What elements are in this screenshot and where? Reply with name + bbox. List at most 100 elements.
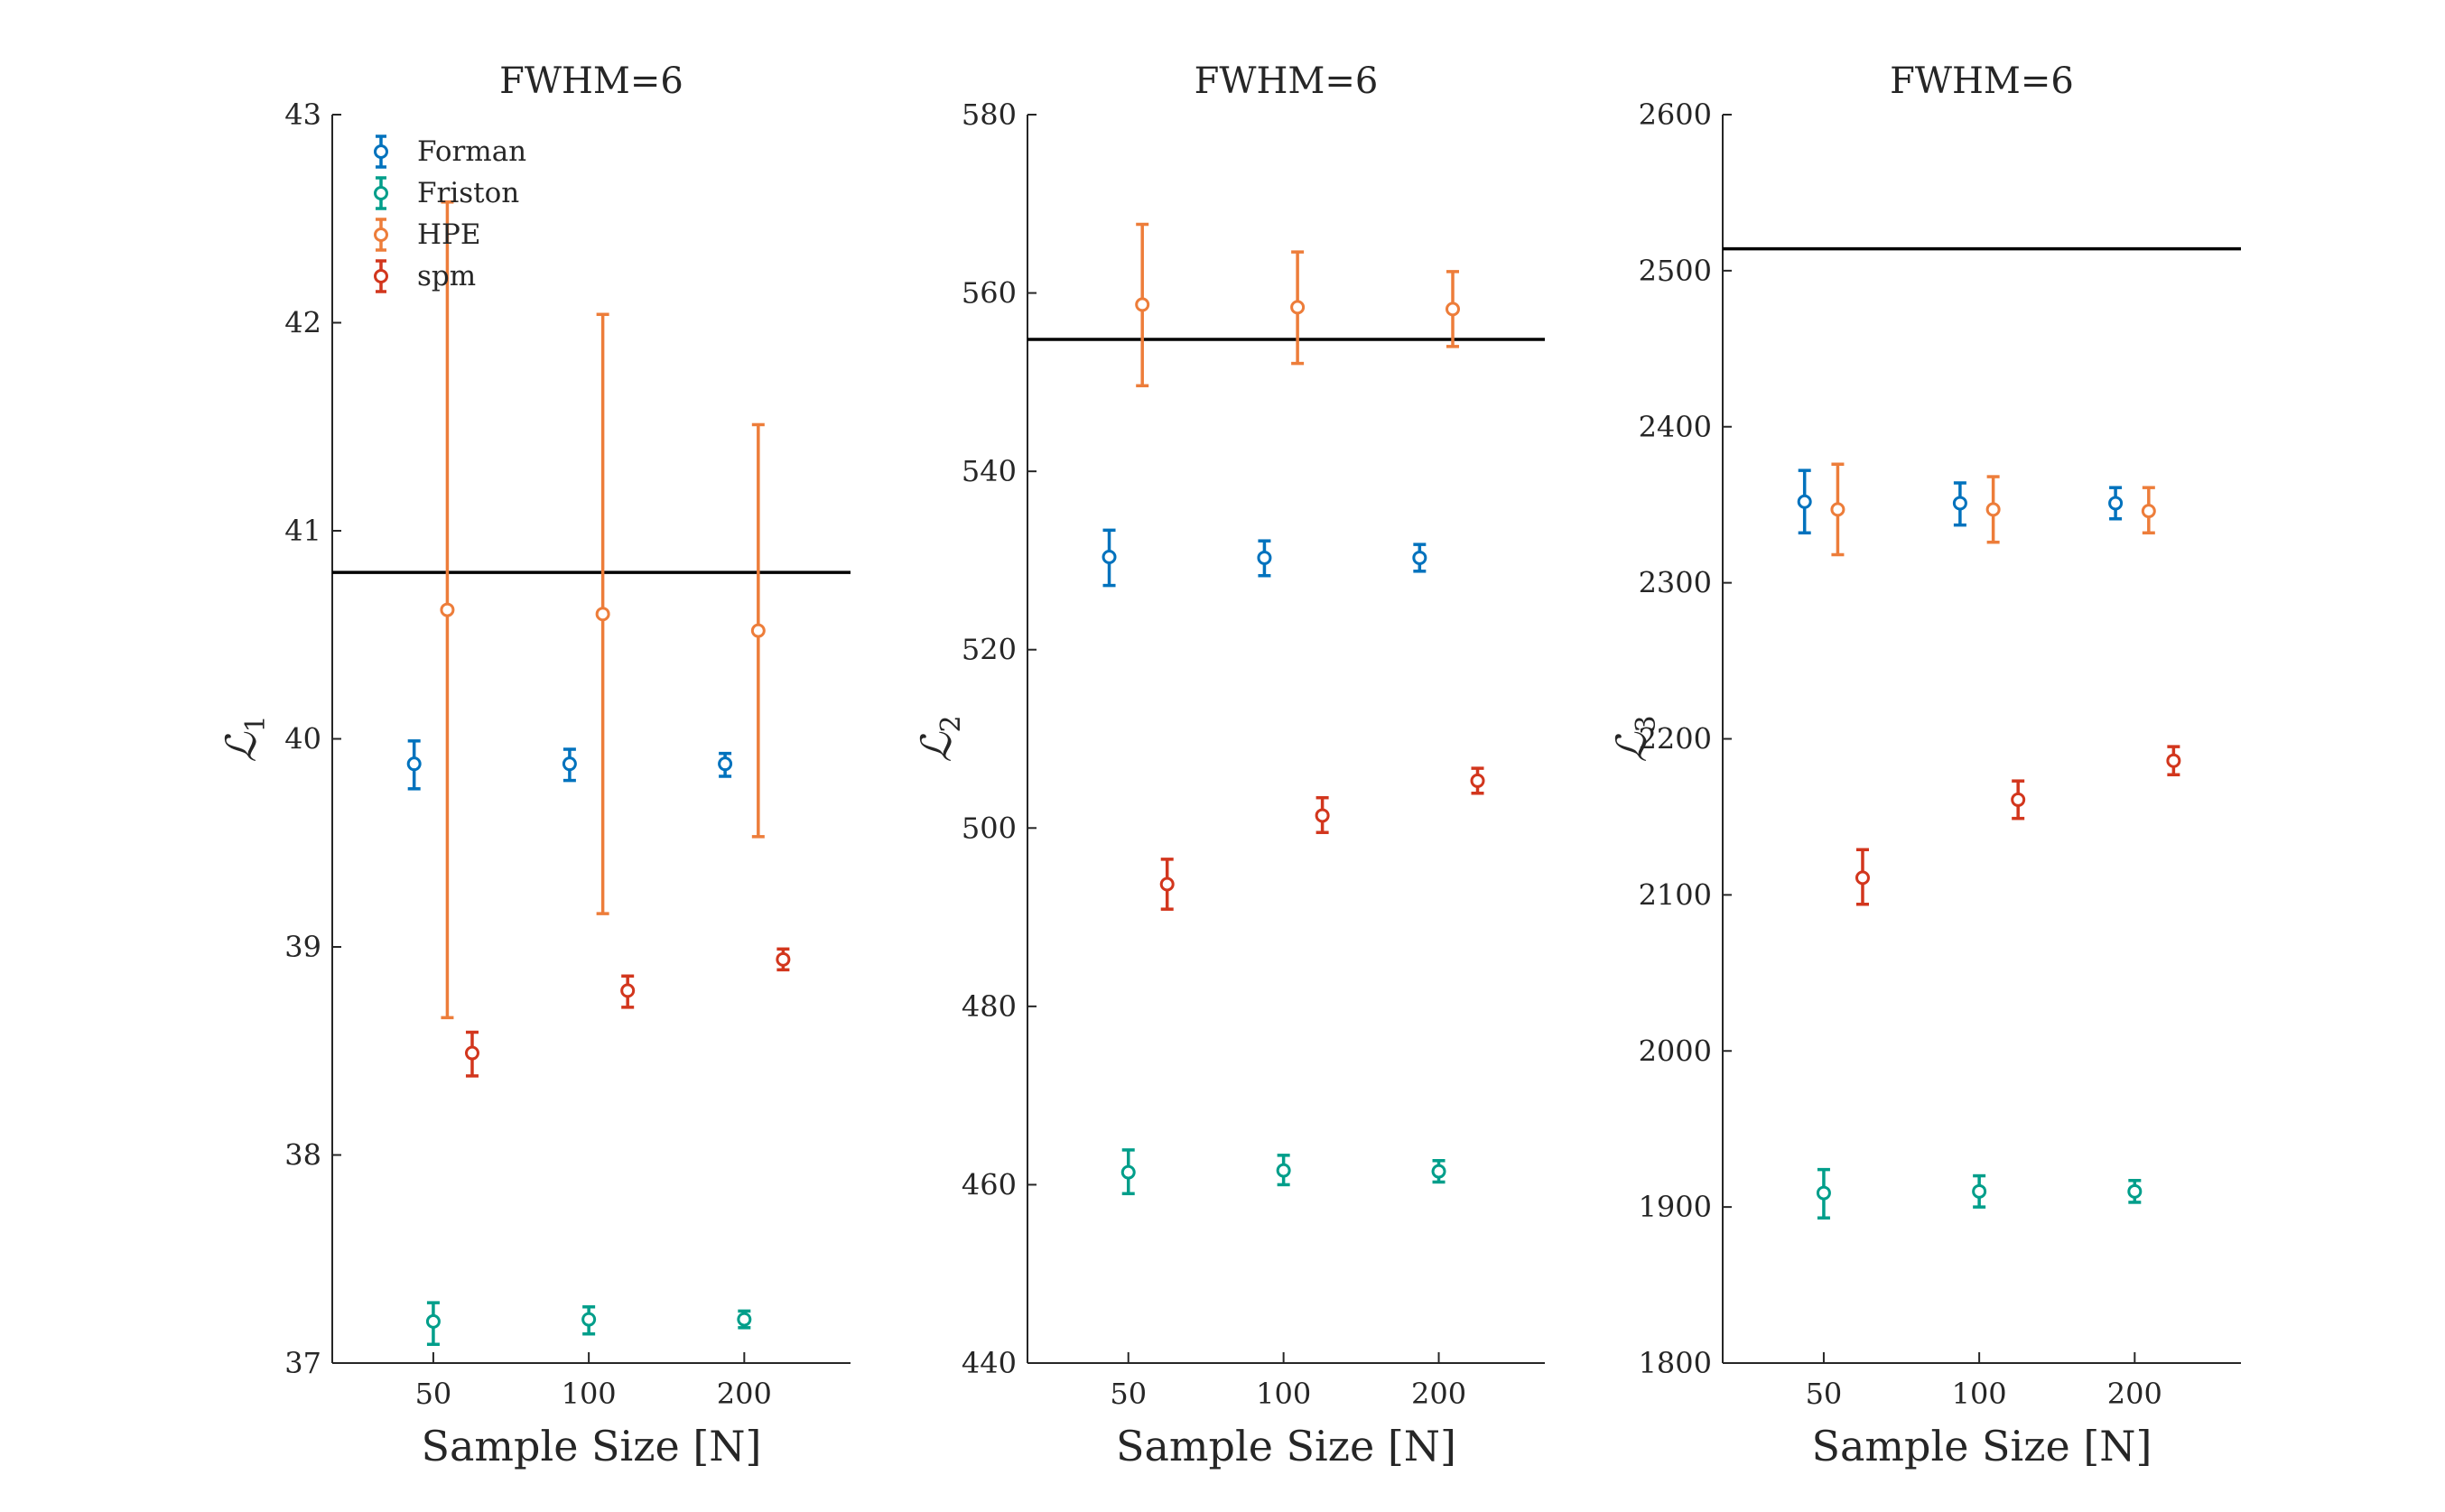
data-point-forman [1102,549,1117,564]
legend-label-spm: spm [417,260,476,292]
data-point-forman [1952,496,1967,511]
data-point-hpe [440,602,455,617]
data-point-spm [620,983,636,998]
data-point-forman [1257,550,1272,565]
legend-symbol-forman [374,135,388,169]
data-point-friston [581,1312,597,1327]
x-tick-label: 50 [1806,1377,1843,1411]
legend-label-hpe: HPE [417,218,481,251]
legend-symbol-spm [374,259,388,293]
legend-symbol-marker [374,186,388,200]
data-point-friston [2127,1183,2143,1199]
x-tick-label: 200 [1411,1377,1466,1411]
y-tick-label: 440 [962,1346,1017,1380]
data-point-hpe [2141,504,2156,519]
data-point-friston [1972,1183,1987,1199]
x-axis-label: Sample Size [N] [421,1422,761,1470]
data-point-friston [425,1313,441,1329]
x-tick-label: 50 [415,1377,452,1411]
data-point-spm [1315,808,1330,823]
y-tick-label: 2400 [1639,410,1712,444]
legend: Forman Friston HPE spm [374,135,526,293]
y-axis-label: ℒ1 [217,715,272,762]
y-axis-label-subscript: 2 [935,715,967,732]
data-point-spm [464,1045,479,1061]
chart-panel-3: FWHM=6 Sample Size [N] ℒ3 1800 1900 2000 21… [1607,60,2241,1470]
y-tick-label: 520 [962,633,1017,667]
data-point-forman [1412,550,1427,565]
legend-symbol-marker [374,144,388,159]
y-tick-label: 1900 [1639,1190,1712,1224]
y-tick-label: 2500 [1639,254,1712,288]
y-tick-label: 38 [284,1138,321,1173]
data-point-hpe [595,607,610,622]
y-tick-label: 1800 [1639,1346,1712,1380]
data-point-friston [1431,1164,1446,1179]
y-tick-label: 580 [962,97,1017,132]
x-tick-label: 100 [1952,1377,2007,1411]
data-point-forman [2108,496,2124,511]
data-point-spm [1470,773,1485,788]
y-tick-label: 2000 [1639,1034,1712,1068]
data-point-forman [406,756,422,772]
y-tick-label: 2200 [1639,722,1712,756]
y-tick-label: 37 [284,1346,321,1380]
y-axis-label-symbol: ℒ [1607,732,1656,763]
y-tick-label: 41 [284,514,321,548]
data-point-forman [1797,494,1812,509]
chart-title: FWHM=6 [1890,60,2074,102]
data-point-hpe [1135,297,1150,312]
x-tick-label: 200 [717,1377,772,1411]
y-tick-label: 500 [962,811,1017,845]
legend-label-forman: Forman [417,135,526,168]
legend-symbol-hpe [374,218,388,252]
chart-title: FWHM=6 [499,60,683,102]
x-tick-label: 100 [1256,1377,1311,1411]
y-axis-label-subscript: 1 [240,715,272,732]
x-axis-label: Sample Size [N] [1116,1422,1456,1470]
chart-panel-2: FWHM=6 Sample Size [N] ℒ2 440 460 480 500 52… [912,60,1545,1470]
data-point-spm [1159,877,1175,892]
y-tick-label: 42 [284,306,321,340]
y-axis-label: ℒ2 [912,715,967,762]
chart-panel-1: FWHM=6 Sample Size [N] ℒ1 37 38 39 40 41 42 43… [217,60,851,1470]
data-point-forman [562,756,577,772]
legend-label-friston: Friston [417,177,519,209]
data-point-friston [1276,1163,1291,1178]
y-tick-label: 40 [284,722,321,756]
y-tick-label: 39 [284,930,321,964]
data-point-forman [718,756,733,772]
y-tick-label: 2100 [1639,877,1712,912]
data-point-hpe [750,623,766,638]
y-tick-label: 2300 [1639,566,1712,600]
x-tick-label: 200 [2107,1377,2162,1411]
y-tick-label: 2600 [1639,97,1712,132]
y-axis-label-symbol: ℒ [912,732,961,763]
legend-symbol-friston [374,176,388,210]
y-axis-label-symbol: ℒ [217,732,265,763]
data-point-friston [737,1312,752,1327]
y-tick-label: 43 [284,97,321,132]
legend-symbol-marker [374,227,388,242]
data-point-spm [2166,753,2181,768]
data-point-friston [1120,1164,1136,1180]
y-tick-label: 460 [962,1167,1017,1201]
legend-symbol-marker [374,269,388,283]
data-point-hpe [1985,502,2001,517]
data-point-hpe [1446,301,1461,317]
data-point-hpe [1290,300,1306,315]
y-tick-label: 560 [962,276,1017,311]
data-point-spm [1855,870,1870,886]
y-axis-label: ℒ3 [1607,715,1662,762]
x-tick-label: 100 [562,1377,617,1411]
y-tick-label: 480 [962,989,1017,1024]
data-point-spm [2011,792,2026,807]
data-point-friston [1816,1185,1831,1201]
data-point-spm [776,951,791,967]
chart-title: FWHM=6 [1195,60,1379,102]
x-axis-label: Sample Size [N] [1811,1422,2152,1470]
data-point-hpe [1830,502,1845,517]
y-axis-label-subscript: 3 [1631,715,1662,732]
y-tick-label: 540 [962,454,1017,488]
